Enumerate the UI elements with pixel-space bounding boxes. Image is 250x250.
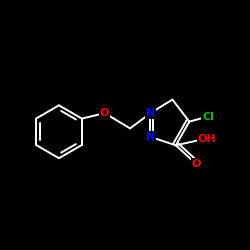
Text: N: N — [146, 108, 155, 118]
Text: OH: OH — [198, 134, 216, 143]
Text: Cl: Cl — [202, 112, 214, 122]
Text: N: N — [146, 132, 155, 142]
Text: O: O — [192, 159, 201, 169]
Text: O: O — [100, 108, 109, 118]
